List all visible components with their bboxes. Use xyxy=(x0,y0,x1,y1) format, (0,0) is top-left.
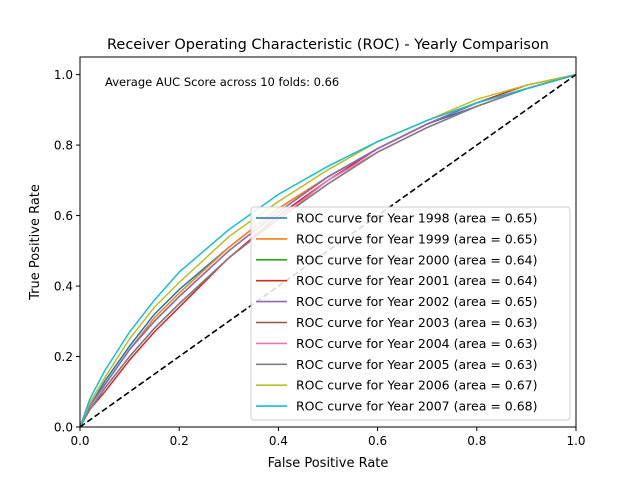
legend-label: ROC curve for Year 2003 (area = 0.63) xyxy=(296,315,538,330)
legend-label: ROC curve for Year 2004 (area = 0.63) xyxy=(296,336,538,351)
x-tick-label: 0.0 xyxy=(70,434,89,448)
x-tick-label: 0.4 xyxy=(269,434,288,448)
legend-label: ROC curve for Year 2007 (area = 0.68) xyxy=(296,399,538,414)
y-tick-label: 0.8 xyxy=(54,139,73,153)
y-tick-label: 0.2 xyxy=(54,350,73,364)
legend-box xyxy=(250,206,571,421)
y-tick-label: 1.0 xyxy=(54,68,73,82)
y-axis-label: True Positive Rate xyxy=(28,184,43,301)
legend-label: ROC curve for Year 1999 (area = 0.65) xyxy=(296,231,538,246)
x-tick-label: 0.8 xyxy=(467,434,486,448)
y-tick-label: 0.4 xyxy=(54,280,73,294)
x-tick-label: 0.6 xyxy=(368,434,387,448)
plot-frame xyxy=(79,56,577,428)
x-axis-label: False Positive Rate xyxy=(268,456,389,471)
legend-label: ROC curve for Year 2002 (area = 0.65) xyxy=(296,294,538,309)
legend-label: ROC curve for Year 2000 (area = 0.64) xyxy=(296,252,538,267)
x-axis-ticks: 0.0 0.2 0.4 0.6 0.8 1.0 xyxy=(70,427,586,448)
legend: ROC curve for Year 1998 (area = 0.65) ROC… xyxy=(250,206,571,421)
y-tick-label: 0.0 xyxy=(54,421,73,435)
chart-title: Receiver Operating Characteristic (ROC) … xyxy=(107,37,549,53)
legend-label: ROC curve for Year 2006 (area = 0.67) xyxy=(296,378,538,393)
x-tick-label: 1.0 xyxy=(566,434,585,448)
legend-label: ROC curve for Year 1998 (area = 0.65) xyxy=(296,211,538,226)
auc-annotation: Average AUC Score across 10 folds: 0.66 xyxy=(105,75,339,89)
x-tick-label: 0.2 xyxy=(170,434,189,448)
chance-diagonal-line xyxy=(79,73,577,428)
legend-label: ROC curve for Year 2001 (area = 0.64) xyxy=(296,273,538,288)
y-tick-label: 0.6 xyxy=(54,209,73,223)
y-axis-ticks: 0.0 0.2 0.4 0.6 0.8 1.0 xyxy=(54,68,80,435)
legend-label: ROC curve for Year 2005 (area = 0.63) xyxy=(296,357,538,372)
